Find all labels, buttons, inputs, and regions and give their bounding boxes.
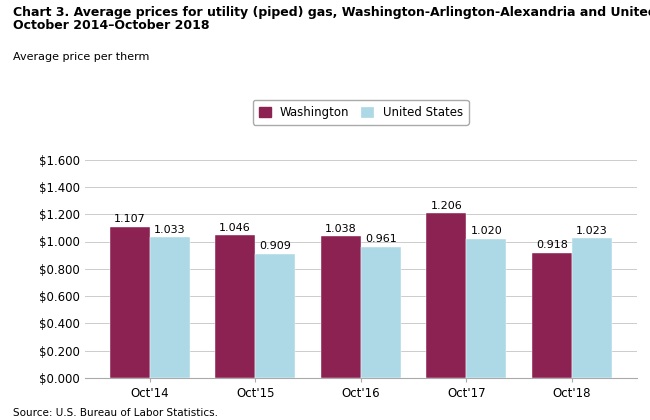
Text: Average price per therm: Average price per therm	[13, 52, 150, 63]
Bar	[572, 239, 612, 378]
Bar	[361, 247, 401, 378]
Text: 0.918: 0.918	[536, 240, 567, 250]
Bar	[150, 237, 190, 378]
Text: 1.107: 1.107	[114, 215, 146, 224]
Text: 1.046: 1.046	[219, 223, 251, 233]
Bar	[320, 236, 361, 378]
Text: Chart 3. Average prices for utility (piped) gas, Washington-Arlington-Alexandria: Chart 3. Average prices for utility (pip…	[13, 6, 650, 19]
Text: 1.038: 1.038	[325, 224, 357, 234]
Text: 1.033: 1.033	[154, 225, 185, 234]
Bar	[532, 253, 572, 378]
Bar	[215, 235, 255, 378]
Text: 0.909: 0.909	[259, 241, 291, 252]
Text: October 2014–October 2018: October 2014–October 2018	[13, 19, 209, 32]
Bar	[426, 213, 466, 378]
Text: 1.020: 1.020	[471, 226, 502, 236]
Text: 0.961: 0.961	[365, 234, 396, 244]
Text: 1.206: 1.206	[430, 201, 462, 211]
Text: Source: U.S. Bureau of Labor Statistics.: Source: U.S. Bureau of Labor Statistics.	[13, 408, 218, 418]
Bar	[255, 254, 295, 378]
Bar	[110, 227, 150, 378]
Bar	[466, 239, 506, 378]
Legend: Washington, United States: Washington, United States	[253, 100, 469, 125]
Text: 1.023: 1.023	[576, 226, 608, 236]
